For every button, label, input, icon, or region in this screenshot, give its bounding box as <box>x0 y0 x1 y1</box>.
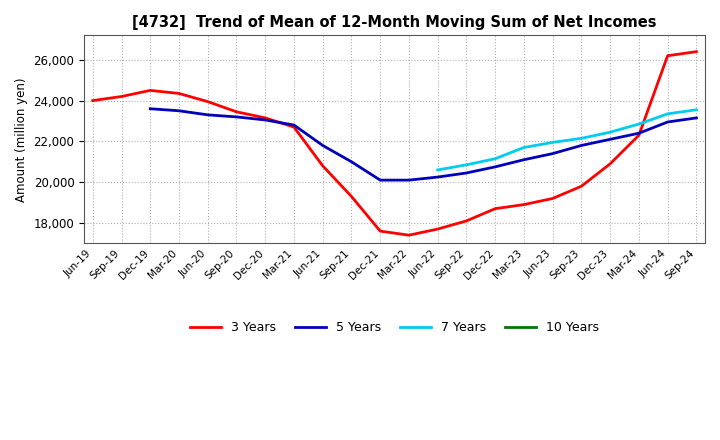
Y-axis label: Amount (million yen): Amount (million yen) <box>15 77 28 202</box>
3 Years <box>261 115 269 121</box>
3 Years <box>577 183 586 189</box>
Line: 3 Years: 3 Years <box>93 51 696 235</box>
3 Years <box>549 196 557 201</box>
3 Years <box>175 91 184 96</box>
7 Years <box>433 167 442 172</box>
3 Years <box>433 227 442 232</box>
5 Years <box>433 174 442 180</box>
3 Years <box>606 161 614 166</box>
3 Years <box>89 98 97 103</box>
Line: 7 Years: 7 Years <box>438 110 696 170</box>
7 Years <box>462 162 471 168</box>
7 Years <box>577 136 586 141</box>
5 Years <box>261 117 269 123</box>
3 Years <box>318 163 327 169</box>
5 Years <box>663 119 672 125</box>
7 Years <box>549 140 557 145</box>
7 Years <box>663 111 672 117</box>
3 Years <box>462 218 471 224</box>
3 Years <box>347 194 356 199</box>
5 Years <box>634 131 643 136</box>
3 Years <box>692 49 701 54</box>
5 Years <box>204 112 212 117</box>
5 Years <box>692 115 701 121</box>
3 Years <box>376 228 384 234</box>
5 Years <box>549 151 557 156</box>
3 Years <box>289 125 298 130</box>
7 Years <box>491 156 500 161</box>
5 Years <box>577 143 586 148</box>
3 Years <box>117 94 126 99</box>
3 Years <box>663 53 672 59</box>
Legend: 3 Years, 5 Years, 7 Years, 10 Years: 3 Years, 5 Years, 7 Years, 10 Years <box>185 316 604 339</box>
5 Years <box>405 177 413 183</box>
3 Years <box>204 99 212 104</box>
3 Years <box>520 202 528 207</box>
5 Years <box>376 177 384 183</box>
5 Years <box>491 164 500 169</box>
5 Years <box>146 106 155 111</box>
5 Years <box>462 170 471 176</box>
5 Years <box>520 157 528 162</box>
7 Years <box>692 107 701 112</box>
3 Years <box>491 206 500 211</box>
Line: 5 Years: 5 Years <box>150 109 696 180</box>
5 Years <box>175 108 184 114</box>
5 Years <box>347 159 356 165</box>
5 Years <box>606 137 614 142</box>
7 Years <box>634 121 643 127</box>
3 Years <box>634 132 643 138</box>
7 Years <box>606 129 614 135</box>
5 Years <box>318 143 327 148</box>
7 Years <box>520 145 528 150</box>
3 Years <box>146 88 155 93</box>
5 Years <box>232 114 240 120</box>
Title: [4732]  Trend of Mean of 12-Month Moving Sum of Net Incomes: [4732] Trend of Mean of 12-Month Moving … <box>132 15 657 30</box>
5 Years <box>289 122 298 128</box>
3 Years <box>232 109 240 114</box>
3 Years <box>405 232 413 238</box>
